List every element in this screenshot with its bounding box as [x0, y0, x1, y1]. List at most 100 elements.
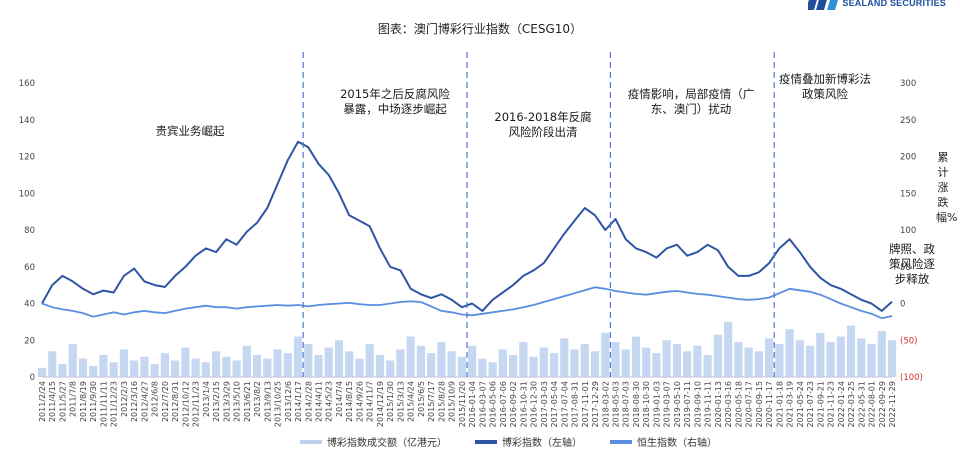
x-tick-label: 2016-09-02 — [509, 381, 518, 428]
x-tick-label: 2019-01-03 — [652, 381, 661, 428]
chart-title: 图表：澳门博彩行业指数（CESG10） — [377, 22, 583, 36]
turnover-bar — [375, 354, 385, 377]
x-tick-label: 2015/3/13 — [396, 381, 405, 422]
x-tick-label: 2011/9/30 — [89, 381, 98, 422]
x-tick-label: 2016-03-07 — [478, 381, 487, 428]
x-tick-label: 2019-09-10 — [693, 381, 702, 428]
y-right-tick-label: (50) — [900, 336, 917, 346]
x-tick-label: 2017-11-01 — [581, 381, 590, 428]
turnover-bar — [222, 356, 231, 377]
x-tick-label: 2014/5/23 — [325, 381, 334, 422]
x-tick-label: 2017-08-31 — [571, 381, 580, 428]
annotation-licence-risk-release: 牌照、政 策风险逐 步释放 — [889, 242, 935, 286]
x-tick-label: 2022-11-29 — [888, 381, 897, 428]
turnover-bar — [478, 358, 487, 377]
turnover-bar — [68, 343, 77, 377]
x-tick-label: 2015/7/17 — [427, 381, 436, 422]
y-right-tick-label: 150 — [900, 189, 916, 199]
turnover-bar — [744, 347, 753, 377]
turnover-bar — [580, 343, 589, 377]
x-tick-label: 2022-05-31 — [857, 381, 866, 428]
x-tick-label: 2013/1/4 — [202, 381, 211, 417]
x-tick-label: 2012/3/16 — [130, 381, 139, 422]
turnover-bar — [816, 332, 825, 377]
x-tick-label: 2020-07-17 — [745, 381, 754, 428]
turnover-bar — [150, 364, 159, 377]
turnover-bar — [631, 336, 641, 377]
chart-legend: 博彩指数成交额（亿港元） 博彩指数（左轴） 恒生指数（右轴） — [300, 434, 717, 449]
turnover-bar — [611, 342, 620, 377]
x-tick-label: 2022-01-24 — [837, 381, 846, 428]
y-left-tick-label: 40 — [24, 300, 35, 310]
turnover-bar — [252, 354, 262, 377]
x-tick-label: 2016-01-04 — [468, 381, 477, 428]
y-right-tick-label: 200 — [900, 153, 916, 163]
x-tick-label: 2014/2/28 — [304, 381, 313, 422]
x-tick-label: 2017-07-04 — [560, 381, 569, 428]
y-left-tick-label: 0 — [30, 373, 35, 383]
turnover-bar — [447, 351, 456, 377]
turnover-bar — [724, 321, 733, 377]
turnover-bar — [160, 353, 169, 377]
x-tick-label: 2016-12-30 — [530, 381, 539, 428]
turnover-bar — [570, 349, 579, 377]
x-tick-label: 2021-01-18 — [775, 381, 784, 428]
x-tick-label: 2013/6/21 — [243, 381, 252, 422]
turnover-bar — [283, 353, 292, 377]
x-tick-label: 2014/4/11 — [315, 381, 324, 422]
x-tick-label: 2013/9/13 — [263, 381, 272, 422]
turnover-bar — [672, 343, 682, 377]
x-tick-label: 2019-11-11 — [704, 381, 713, 428]
turnover-bar — [232, 360, 241, 377]
x-tick-label: 2012/2/3 — [120, 381, 129, 417]
turnover-bar — [867, 343, 876, 377]
turnover-bar — [89, 365, 98, 377]
turnover-bar — [846, 325, 856, 377]
sealand-logo-icon — [808, 0, 839, 10]
x-tick-label: 2013/3/29 — [222, 381, 231, 422]
turnover-bar — [621, 349, 630, 377]
y-left-tick-label: 140 — [19, 116, 35, 126]
x-tick-label: 2019-03-07 — [663, 381, 672, 428]
x-tick-label: 2021-05-24 — [796, 381, 805, 428]
turnover-bar — [468, 345, 477, 377]
x-tick-label: 2017-05-04 — [550, 381, 559, 428]
x-tick-label: 2018-05-03 — [611, 381, 620, 428]
turnover-bar — [140, 356, 149, 377]
turnover-bar — [805, 345, 815, 377]
turnover-bar — [713, 334, 722, 377]
turnover-bar — [642, 347, 651, 377]
x-tick-label: 2020-03-16 — [724, 381, 733, 428]
turnover-bar — [765, 338, 774, 377]
turnover-bar — [498, 349, 507, 377]
y-left-tick-label: 80 — [24, 226, 35, 236]
turnover-bar — [293, 336, 303, 377]
turnover-bar — [324, 347, 333, 377]
turnover-bar — [652, 353, 661, 377]
turnover-bar — [191, 358, 200, 377]
x-tick-label: 2011/8/19 — [79, 381, 88, 422]
turnover-bar — [857, 338, 866, 377]
x-tick-label: 2013/8/2 — [253, 381, 262, 417]
x-tick-label: 2011/4/15 — [48, 381, 57, 422]
annotation-vip-rise: 贵宾业务崛起 — [155, 124, 225, 138]
x-tick-label: 2015/4/24 — [407, 381, 416, 422]
annotation-anticorruption-2015: 2015年之后反腐风险 暴露，中场逐步崛起 — [340, 87, 450, 116]
brand-name: SEALAND SECURITIES — [842, 0, 946, 8]
x-tick-label: 2011/11/11 — [99, 381, 108, 427]
brand-logo: SEALAND SECURITIES — [808, 0, 946, 10]
x-tick-label: 2016-05-06 — [489, 381, 498, 428]
x-tick-label: 2012/6/8 — [151, 381, 160, 417]
turnover-bar — [99, 354, 108, 377]
x-tick-label: 2017-12-29 — [591, 381, 600, 428]
x-tick-label: 2018-10-30 — [642, 381, 651, 428]
turnover-bar — [386, 360, 395, 377]
annotation-new-gaming-law: 疫情叠加新博彩法 政策风险 — [779, 72, 871, 101]
turnover-bar — [396, 349, 405, 377]
y-right-tick-label: 50 — [900, 263, 911, 273]
x-tick-label: 2014/9/26 — [355, 381, 364, 422]
x-tick-label: 2012/4/27 — [140, 381, 149, 422]
turnover-bar — [488, 362, 497, 377]
x-tick-label: 2015/8/28 — [437, 381, 446, 422]
